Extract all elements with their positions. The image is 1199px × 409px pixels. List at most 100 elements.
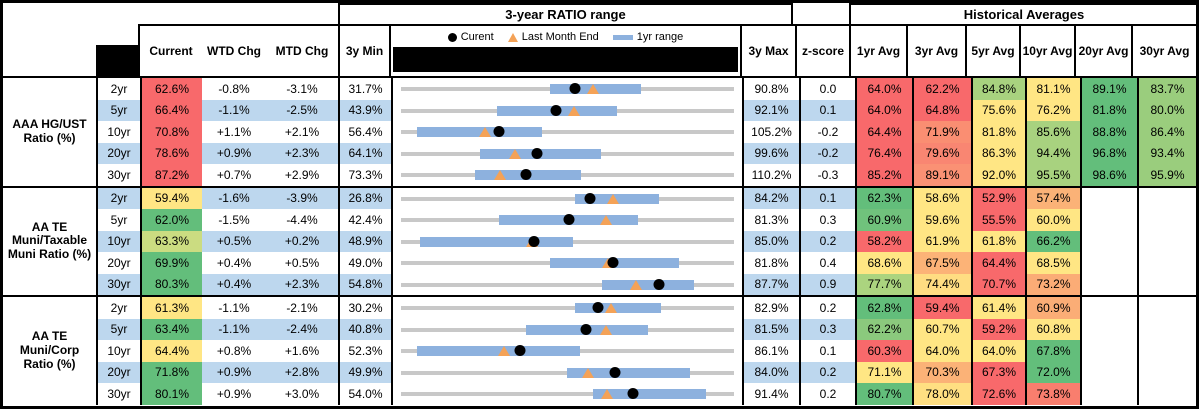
avg-1yr-cell: 77.7% (855, 273, 912, 295)
section-3: AA TE Muni/Corp Ratio (%) 2yr 61.3% -1.1% -2… (3, 295, 1196, 405)
mtd-chg-cell: -3.9% (266, 187, 338, 209)
three-year-min-cell: 52.3% (338, 340, 391, 362)
table-header: 3-year RATIO range Historical Averages C… (3, 3, 1196, 78)
avg-5yr-cell: 52.9% (971, 187, 1025, 209)
avg-5yr-cell: 70.7% (971, 273, 1025, 295)
zscore-cell: 0.9 (799, 273, 855, 295)
term-cell: 30yr (96, 164, 140, 186)
last-month-end-marker (600, 389, 613, 399)
range-chart-plot (401, 100, 734, 122)
range-chart-plot (401, 362, 734, 384)
avg-10yr-cell: 66.2% (1025, 230, 1080, 252)
range-chart-cell (391, 318, 742, 341)
zscore-column-header: z-score (795, 24, 851, 78)
avg-20yr-cell (1080, 383, 1137, 405)
current-marker (550, 104, 562, 116)
range-chart-plot (401, 319, 734, 341)
mtd-chg-cell: +2.3% (266, 142, 338, 164)
chart-header-black-cell (393, 47, 738, 72)
three-year-min-cell: 40.8% (338, 318, 391, 340)
avg-3yr-cell: 79.6% (912, 142, 971, 164)
avg-1yr-cell: 62.3% (855, 187, 912, 209)
avg-1yr-cell: 80.7% (855, 383, 912, 405)
avg-30yr-cell: 95.9% (1137, 164, 1196, 186)
range-chart-cell (391, 361, 742, 384)
last-month-end-marker (509, 148, 522, 159)
current-cell: 71.8% (140, 361, 202, 383)
three-year-min-cell: 49.0% (338, 252, 391, 274)
range-chart-cell (391, 99, 742, 122)
avg-30yr-cell (1137, 340, 1196, 362)
zscore-cell: 0.2 (799, 383, 855, 405)
avg-30yr-cell (1137, 209, 1196, 231)
avg-3yr-cell: 61.9% (912, 230, 971, 252)
range-axis-track (401, 196, 734, 201)
avg-1yr-cell: 85.2% (855, 164, 912, 186)
mtd-chg-cell: +1.6% (284, 343, 320, 358)
avg-20yr-cell (1080, 297, 1137, 319)
three-year-max-cell: 86.1% (742, 340, 799, 362)
range-chart-cell (391, 78, 742, 100)
zscore-cell: 0.4 (799, 252, 855, 274)
wtd-chg-column-header: WTD Chg (207, 44, 261, 58)
section-label: AAA HG/UST Ratio (%) (3, 78, 96, 186)
legend-last-month: Last Month End (507, 31, 599, 43)
section-2: AA TE Muni/Taxable Muni Ratio (%) 2yr 59.4… (3, 185, 1196, 295)
term-cell: 20yr (96, 252, 140, 274)
avg-20yr-cell: 89.1% (1080, 78, 1137, 100)
wtd-chg-cell: +0.4% (216, 255, 252, 270)
avg-20yr-label: 20yr Avg (1078, 44, 1129, 58)
avg-30yr-cell: 93.4% (1137, 142, 1196, 164)
avg-1yr-cell: 71.1% (855, 361, 912, 383)
zscore-cell: -0.2 (799, 142, 855, 164)
last-month-triangle-icon (507, 32, 518, 42)
wtd-chg-cell: -1.6% (202, 187, 266, 209)
avg-10yr-cell: 73.8% (1025, 383, 1080, 405)
avg-3yr-cell: 64.8% (912, 99, 971, 121)
mtd-chg-cell: +3.0% (284, 386, 320, 401)
current-marker (607, 257, 619, 268)
avg-3yr-cell: 74.4% (912, 273, 971, 295)
range-chart-plot (401, 209, 734, 231)
three-year-min-cell: 73.3% (338, 164, 391, 186)
avg-1yr-cell: 58.2% (855, 230, 912, 252)
zscore-cell: 0.3 (799, 209, 855, 231)
mtd-chg-cell: +2.9% (284, 167, 320, 182)
three-year-min-cell: 42.4% (338, 209, 391, 231)
range-chart-plot (401, 252, 734, 274)
one-year-range-bar (567, 367, 691, 378)
range-chart-cell (391, 142, 742, 164)
ratio-range-title-label: 3-year RATIO range (505, 7, 626, 22)
avg-5yr-cell: 59.2% (971, 318, 1025, 340)
avg-10yr-cell: 60.0% (1025, 209, 1080, 231)
avg-3yr-cell: 71.9% (912, 121, 971, 143)
current-cell: 63.4% (140, 318, 202, 340)
range-chart-cell (391, 297, 742, 319)
table-body: AAA HG/UST Ratio (%) 2yr 62.6% -0.8% -3.1% 31… (3, 78, 1196, 405)
avg-5yr-cell: 86.3% (971, 142, 1025, 164)
term-cell: 30yr (96, 383, 140, 405)
wtd-chg-cell: -0.8% (218, 81, 250, 96)
zscore-cell: -0.2 (799, 121, 855, 143)
legend-current: Curent (447, 31, 494, 43)
range-chart-plot (401, 164, 734, 186)
current-marker (493, 126, 505, 137)
zscore-cell: 0.1 (799, 340, 855, 362)
mtd-chg-cell: -2.4% (266, 318, 338, 340)
current-marker (563, 214, 575, 225)
current-marker (520, 169, 532, 180)
three-year-max-cell: 82.9% (742, 297, 799, 319)
mtd-chg-cell: -4.4% (286, 212, 318, 227)
change-columns-header: Current WTD Chg MTD Chg (138, 24, 340, 78)
avg-10yr-cell: 81.1% (1025, 78, 1080, 100)
mtd-chg-cell: +2.8% (266, 361, 338, 383)
last-month-end-marker (629, 279, 642, 290)
avg-1yr-cell: 76.4% (855, 142, 912, 164)
current-cell: 62.0% (140, 209, 202, 231)
term-cell: 2yr (96, 78, 140, 100)
avg-10yr-cell: 67.8% (1025, 340, 1080, 362)
zscore-cell: 0.2 (799, 230, 855, 252)
mtd-chg-cell: +2.3% (266, 273, 338, 295)
avg-10yr-cell: 76.2% (1025, 99, 1080, 121)
